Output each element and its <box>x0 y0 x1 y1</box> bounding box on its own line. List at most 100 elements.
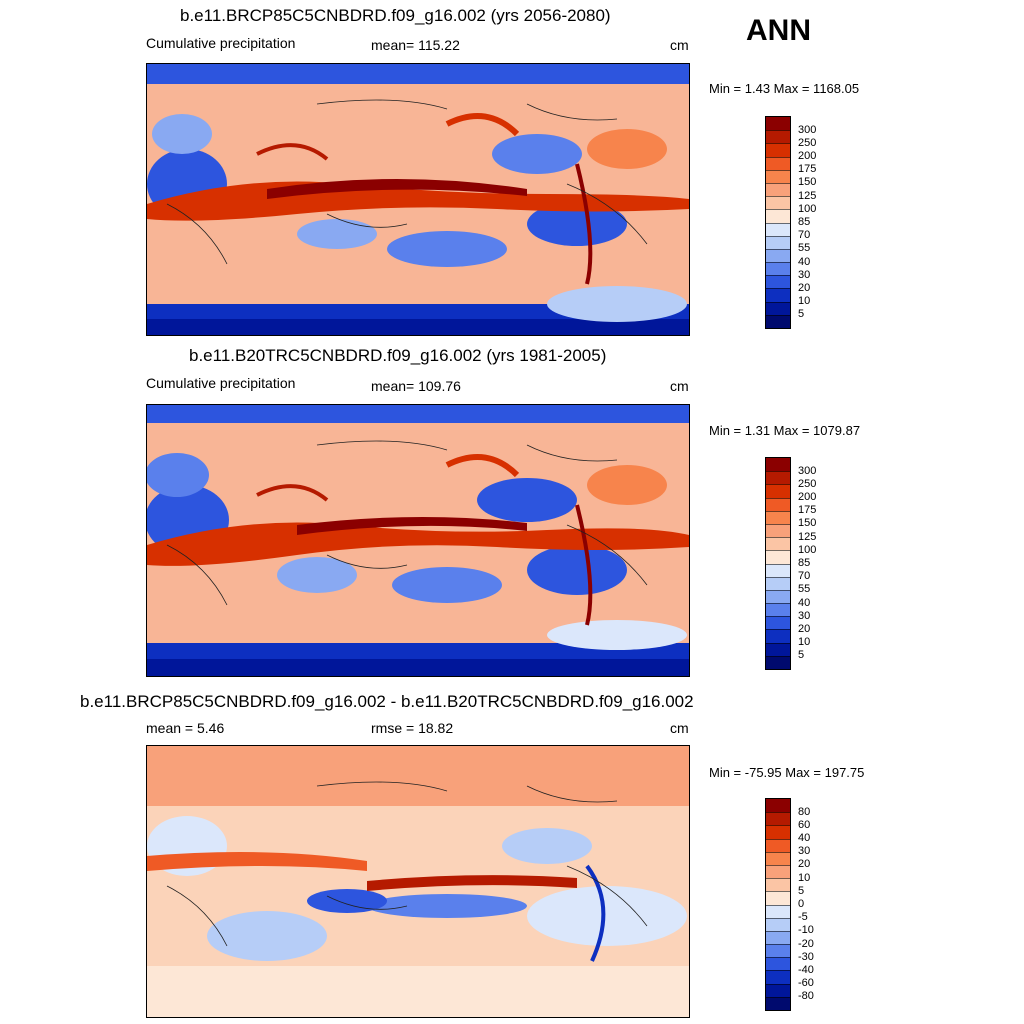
panel-1-units: cm <box>670 37 689 53</box>
colorbar-label: -10 <box>798 924 814 937</box>
colorbar-label: 0 <box>798 898 805 910</box>
colorbar-label: 40 <box>798 255 811 268</box>
colorbar-label: 250 <box>798 136 817 149</box>
colorbar-label: -80 <box>798 990 814 1003</box>
colorbar-swatch <box>766 196 790 210</box>
panel-3-colorbar-labels: 80 60 40 30 20 10 5 0 -5 -10 -20 -30 -40 -60 -80 <box>798 798 838 1011</box>
panel-2-units: cm <box>670 378 689 394</box>
panel-2-map <box>146 404 690 677</box>
panel-2-colorbar <box>765 457 791 670</box>
colorbar-swatch <box>766 603 790 617</box>
colorbar-swatch <box>766 523 790 538</box>
colorbar-label: -5 <box>798 911 808 924</box>
colorbar-swatch <box>766 563 790 577</box>
colorbar-swatch <box>766 458 790 472</box>
panel-1-colorbar-swatches <box>766 117 790 328</box>
panel-3-units: cm <box>670 720 689 736</box>
colorbar-swatch <box>766 484 790 498</box>
panel-1-colorbar-labels: 300 250 200 175 150 125 100 85 70 55 40 30 20 10 5 <box>798 116 838 329</box>
colorbar-swatch <box>766 589 790 604</box>
colorbar-swatch <box>766 825 790 839</box>
colorbar-label: 80 <box>798 805 811 818</box>
colorbar-label: 60 <box>798 818 811 831</box>
panel-2-map-field <box>147 405 689 676</box>
colorbar-label: 200 <box>798 491 817 504</box>
panel-3-map-field <box>147 746 689 1017</box>
colorbar-swatch <box>766 497 790 511</box>
colorbar-swatch <box>766 182 790 197</box>
panel-2-colorbar-labels: 300 250 200 175 150 125 100 85 70 55 40 30 20 10 5 <box>798 457 838 670</box>
colorbar-swatch <box>766 996 790 1010</box>
colorbar-label: 200 <box>798 150 817 163</box>
colorbar-label: 30 <box>798 268 811 281</box>
colorbar-swatch <box>766 248 790 263</box>
colorbar-label: 85 <box>798 557 811 569</box>
panel-1-title: b.e11.BRCP85C5CNBDRD.f09_g16.002 (yrs 20… <box>180 6 611 25</box>
panel-2-minmax: Min = 1.31 Max = 1079.87 <box>709 423 861 438</box>
colorbar-swatch <box>766 970 790 984</box>
panel-3-minmax: Min = -75.95 Max = 197.75 <box>709 765 865 780</box>
panel-3-mean: mean = 5.46 <box>146 720 225 736</box>
panel-1-colorbar <box>765 116 791 329</box>
colorbar-swatch <box>766 864 790 879</box>
colorbar-swatch <box>766 130 790 144</box>
colorbar-swatch <box>766 616 790 630</box>
colorbar-label: 20 <box>798 622 811 635</box>
colorbar-label: 125 <box>798 189 817 202</box>
panel-2-mean: mean= 109.76 <box>371 378 461 394</box>
colorbar-label: 20 <box>798 858 811 871</box>
panel-3-colorbar-swatches <box>766 799 790 1010</box>
colorbar-swatch <box>766 891 790 905</box>
colorbar-label: 125 <box>798 530 817 543</box>
panel-1-map <box>146 63 690 336</box>
colorbar-swatch <box>766 117 790 131</box>
colorbar-swatch <box>766 169 790 183</box>
colorbar-label: 70 <box>798 570 811 583</box>
colorbar-label: 300 <box>798 464 817 477</box>
colorbar-swatch <box>766 838 790 852</box>
colorbar-swatch <box>766 930 790 945</box>
colorbar-swatch <box>766 878 790 892</box>
panel-1-minmax: Min = 1.43 Max = 1168.05 <box>709 81 860 96</box>
colorbar-label: 55 <box>798 583 811 596</box>
panel-1-mean: mean= 115.22 <box>371 37 460 53</box>
colorbar-label: 300 <box>798 123 817 136</box>
colorbar-swatch <box>766 957 790 971</box>
colorbar-swatch <box>766 576 790 590</box>
colorbar-swatch <box>766 275 790 289</box>
colorbar-swatch <box>766 262 790 276</box>
colorbar-swatch <box>766 904 790 918</box>
colorbar-label: 175 <box>798 504 817 517</box>
colorbar-label: 40 <box>798 832 811 845</box>
colorbar-label: 55 <box>798 242 811 255</box>
colorbar-label: 5 <box>798 308 805 321</box>
colorbar-swatch <box>766 471 790 485</box>
colorbar-label: 30 <box>798 845 811 858</box>
panel-3-title: b.e11.BRCP85C5CNBDRD.f09_g16.002 - b.e11… <box>80 692 694 711</box>
panel-3-map <box>146 745 690 1018</box>
colorbar-swatch <box>766 156 790 170</box>
colorbar-label: 40 <box>798 596 811 609</box>
colorbar-swatch <box>766 550 790 564</box>
colorbar-swatch <box>766 655 790 669</box>
colorbar-swatch <box>766 983 790 997</box>
colorbar-swatch <box>766 314 790 328</box>
colorbar-label: -30 <box>798 950 814 963</box>
colorbar-label: 100 <box>798 202 817 215</box>
panel-1-left-text: Cumulative precipitation <box>146 35 296 51</box>
panel-3-rmse: rmse = 18.82 <box>371 720 454 736</box>
colorbar-label: 85 <box>798 216 811 228</box>
colorbar-swatch <box>766 235 790 249</box>
colorbar-swatch <box>766 642 790 656</box>
panel-3-colorbar <box>765 798 791 1011</box>
panel-1-map-field <box>147 64 689 335</box>
panel-2-colorbar-swatches <box>766 458 790 669</box>
colorbar-swatch <box>766 510 790 524</box>
colorbar-label: -20 <box>798 937 814 950</box>
colorbar-label: 100 <box>798 543 817 556</box>
colorbar-swatch <box>766 799 790 813</box>
colorbar-label: 10 <box>798 295 811 308</box>
colorbar-label: 20 <box>798 281 811 294</box>
colorbar-label: 10 <box>798 871 811 884</box>
colorbar-label: 10 <box>798 636 811 649</box>
